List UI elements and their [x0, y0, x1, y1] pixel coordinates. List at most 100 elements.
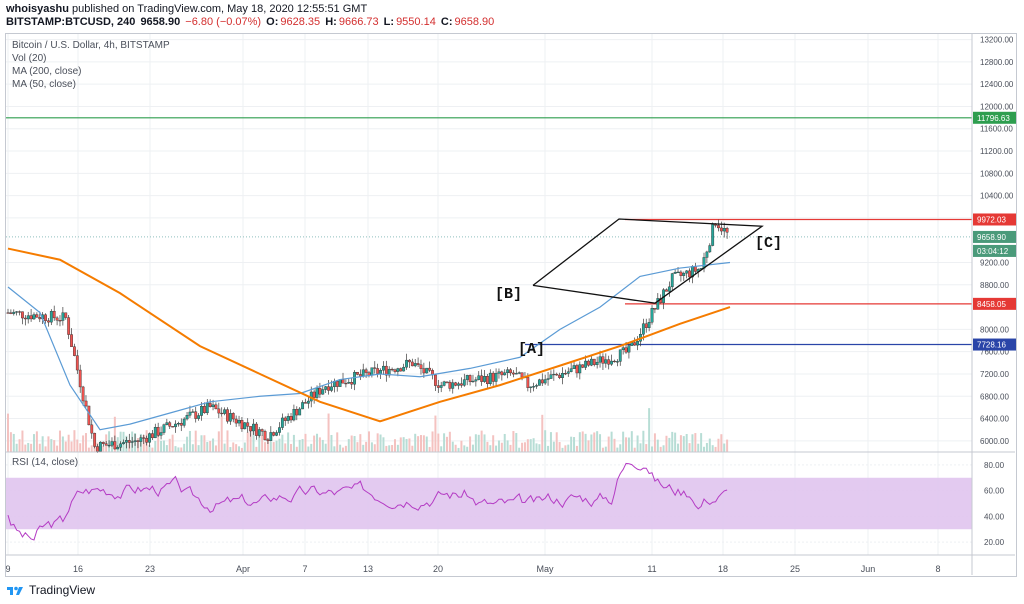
volume-bar — [30, 443, 33, 452]
volume-bar — [220, 416, 223, 452]
time-tick-label: Apr — [236, 564, 250, 574]
candle-body — [491, 372, 495, 382]
volume-bar — [697, 443, 700, 452]
candle-body — [356, 371, 359, 375]
candle-body — [436, 385, 440, 388]
volume-bar — [168, 438, 171, 452]
volume-bar — [532, 438, 535, 452]
volume-bar — [197, 445, 200, 452]
candle-body — [182, 418, 186, 426]
ma200-line — [7, 247, 731, 423]
volume-bar — [700, 433, 703, 452]
candle-body — [174, 423, 177, 428]
candle-body — [15, 311, 19, 313]
candle-body — [653, 308, 657, 310]
candle-body — [78, 369, 82, 388]
volume-bar — [246, 432, 249, 452]
candle-body — [330, 386, 333, 391]
volume-bar — [500, 442, 503, 452]
candle-body — [142, 437, 146, 439]
volume-bar — [474, 434, 477, 452]
candle-body — [49, 311, 53, 323]
candle-body — [156, 426, 160, 436]
volume-bar — [203, 435, 206, 452]
volume-bar — [206, 441, 209, 452]
volume-bar — [720, 434, 723, 452]
legend-rsi: RSI (14, close) — [12, 457, 78, 468]
volume-bar — [653, 433, 656, 452]
legend-title: Bitcoin / U.S. Dollar, 4h, BITSTAMP — [12, 40, 170, 51]
price-badge-text: 8458.05 — [977, 300, 1006, 309]
volume-bar — [90, 445, 93, 452]
candle-body — [413, 363, 417, 367]
volume-bar — [50, 439, 53, 452]
volume-bar — [469, 436, 472, 452]
candle-body — [347, 381, 351, 384]
volume-bar — [651, 446, 654, 452]
volume-bar — [726, 439, 729, 452]
candle-body — [205, 402, 209, 414]
volume-bar — [570, 436, 573, 452]
volume-bar — [44, 446, 47, 452]
candle-body — [561, 373, 564, 378]
candle-body — [488, 372, 492, 385]
candle-body — [26, 315, 30, 320]
price-tick-label: 11600.00 — [980, 125, 1013, 134]
volume-bar — [613, 438, 616, 452]
candle-body — [480, 375, 484, 382]
volume-bar — [295, 446, 298, 452]
volume-bar — [705, 442, 708, 452]
volume-bar — [671, 431, 674, 452]
volume-bar — [448, 431, 451, 452]
time-tick-label: 9 — [5, 564, 10, 574]
candle-body — [228, 413, 232, 422]
volume-bar — [674, 432, 677, 452]
volume-bar — [521, 442, 524, 452]
volume-bar — [148, 444, 151, 452]
volume-bar — [368, 431, 370, 452]
volume-bar — [463, 445, 466, 452]
volume-bar — [573, 437, 576, 452]
volume-bar — [529, 439, 532, 452]
volume-bar — [590, 434, 593, 452]
volume-bar — [313, 435, 316, 452]
volume-bar — [359, 434, 362, 452]
candle-body — [75, 355, 79, 371]
volume-bar — [353, 436, 356, 452]
volume-bar — [682, 436, 685, 452]
footer-brand[interactable]: TradingView — [29, 583, 96, 597]
volume-bar — [255, 446, 258, 452]
volume-bar — [711, 445, 714, 452]
candle-body — [578, 364, 582, 374]
candle-body — [589, 358, 593, 366]
volume-bar — [171, 434, 174, 452]
volume-bar — [252, 431, 255, 452]
candle-body — [382, 365, 385, 371]
legend-ma200: MA (200, close) — [12, 66, 81, 77]
volume-bar — [191, 444, 194, 452]
candle-body — [445, 381, 449, 383]
candle-body — [145, 437, 149, 443]
volume-bar — [350, 435, 353, 452]
rsi-tick-label: 60.00 — [984, 487, 1005, 496]
volume-bar — [298, 439, 301, 452]
time-tick-label: May — [536, 564, 554, 574]
candle-body — [133, 440, 137, 442]
volume-bar — [659, 446, 662, 452]
candle-body — [162, 424, 166, 433]
publisher[interactable]: whoisyashu — [6, 3, 69, 15]
candle-body — [711, 224, 715, 246]
candle-body — [552, 373, 556, 376]
candle-body — [688, 270, 691, 278]
volume-bar — [668, 437, 671, 452]
candle-body — [289, 416, 293, 421]
volume-bar — [584, 433, 587, 452]
label-c: [C] — [755, 235, 782, 252]
volume-bar — [656, 439, 659, 452]
last-price: 9658.90 — [140, 16, 181, 28]
price-badge — [973, 230, 1016, 243]
candle-body — [260, 429, 264, 432]
volume-bar — [162, 440, 165, 452]
candle-body — [581, 364, 585, 368]
